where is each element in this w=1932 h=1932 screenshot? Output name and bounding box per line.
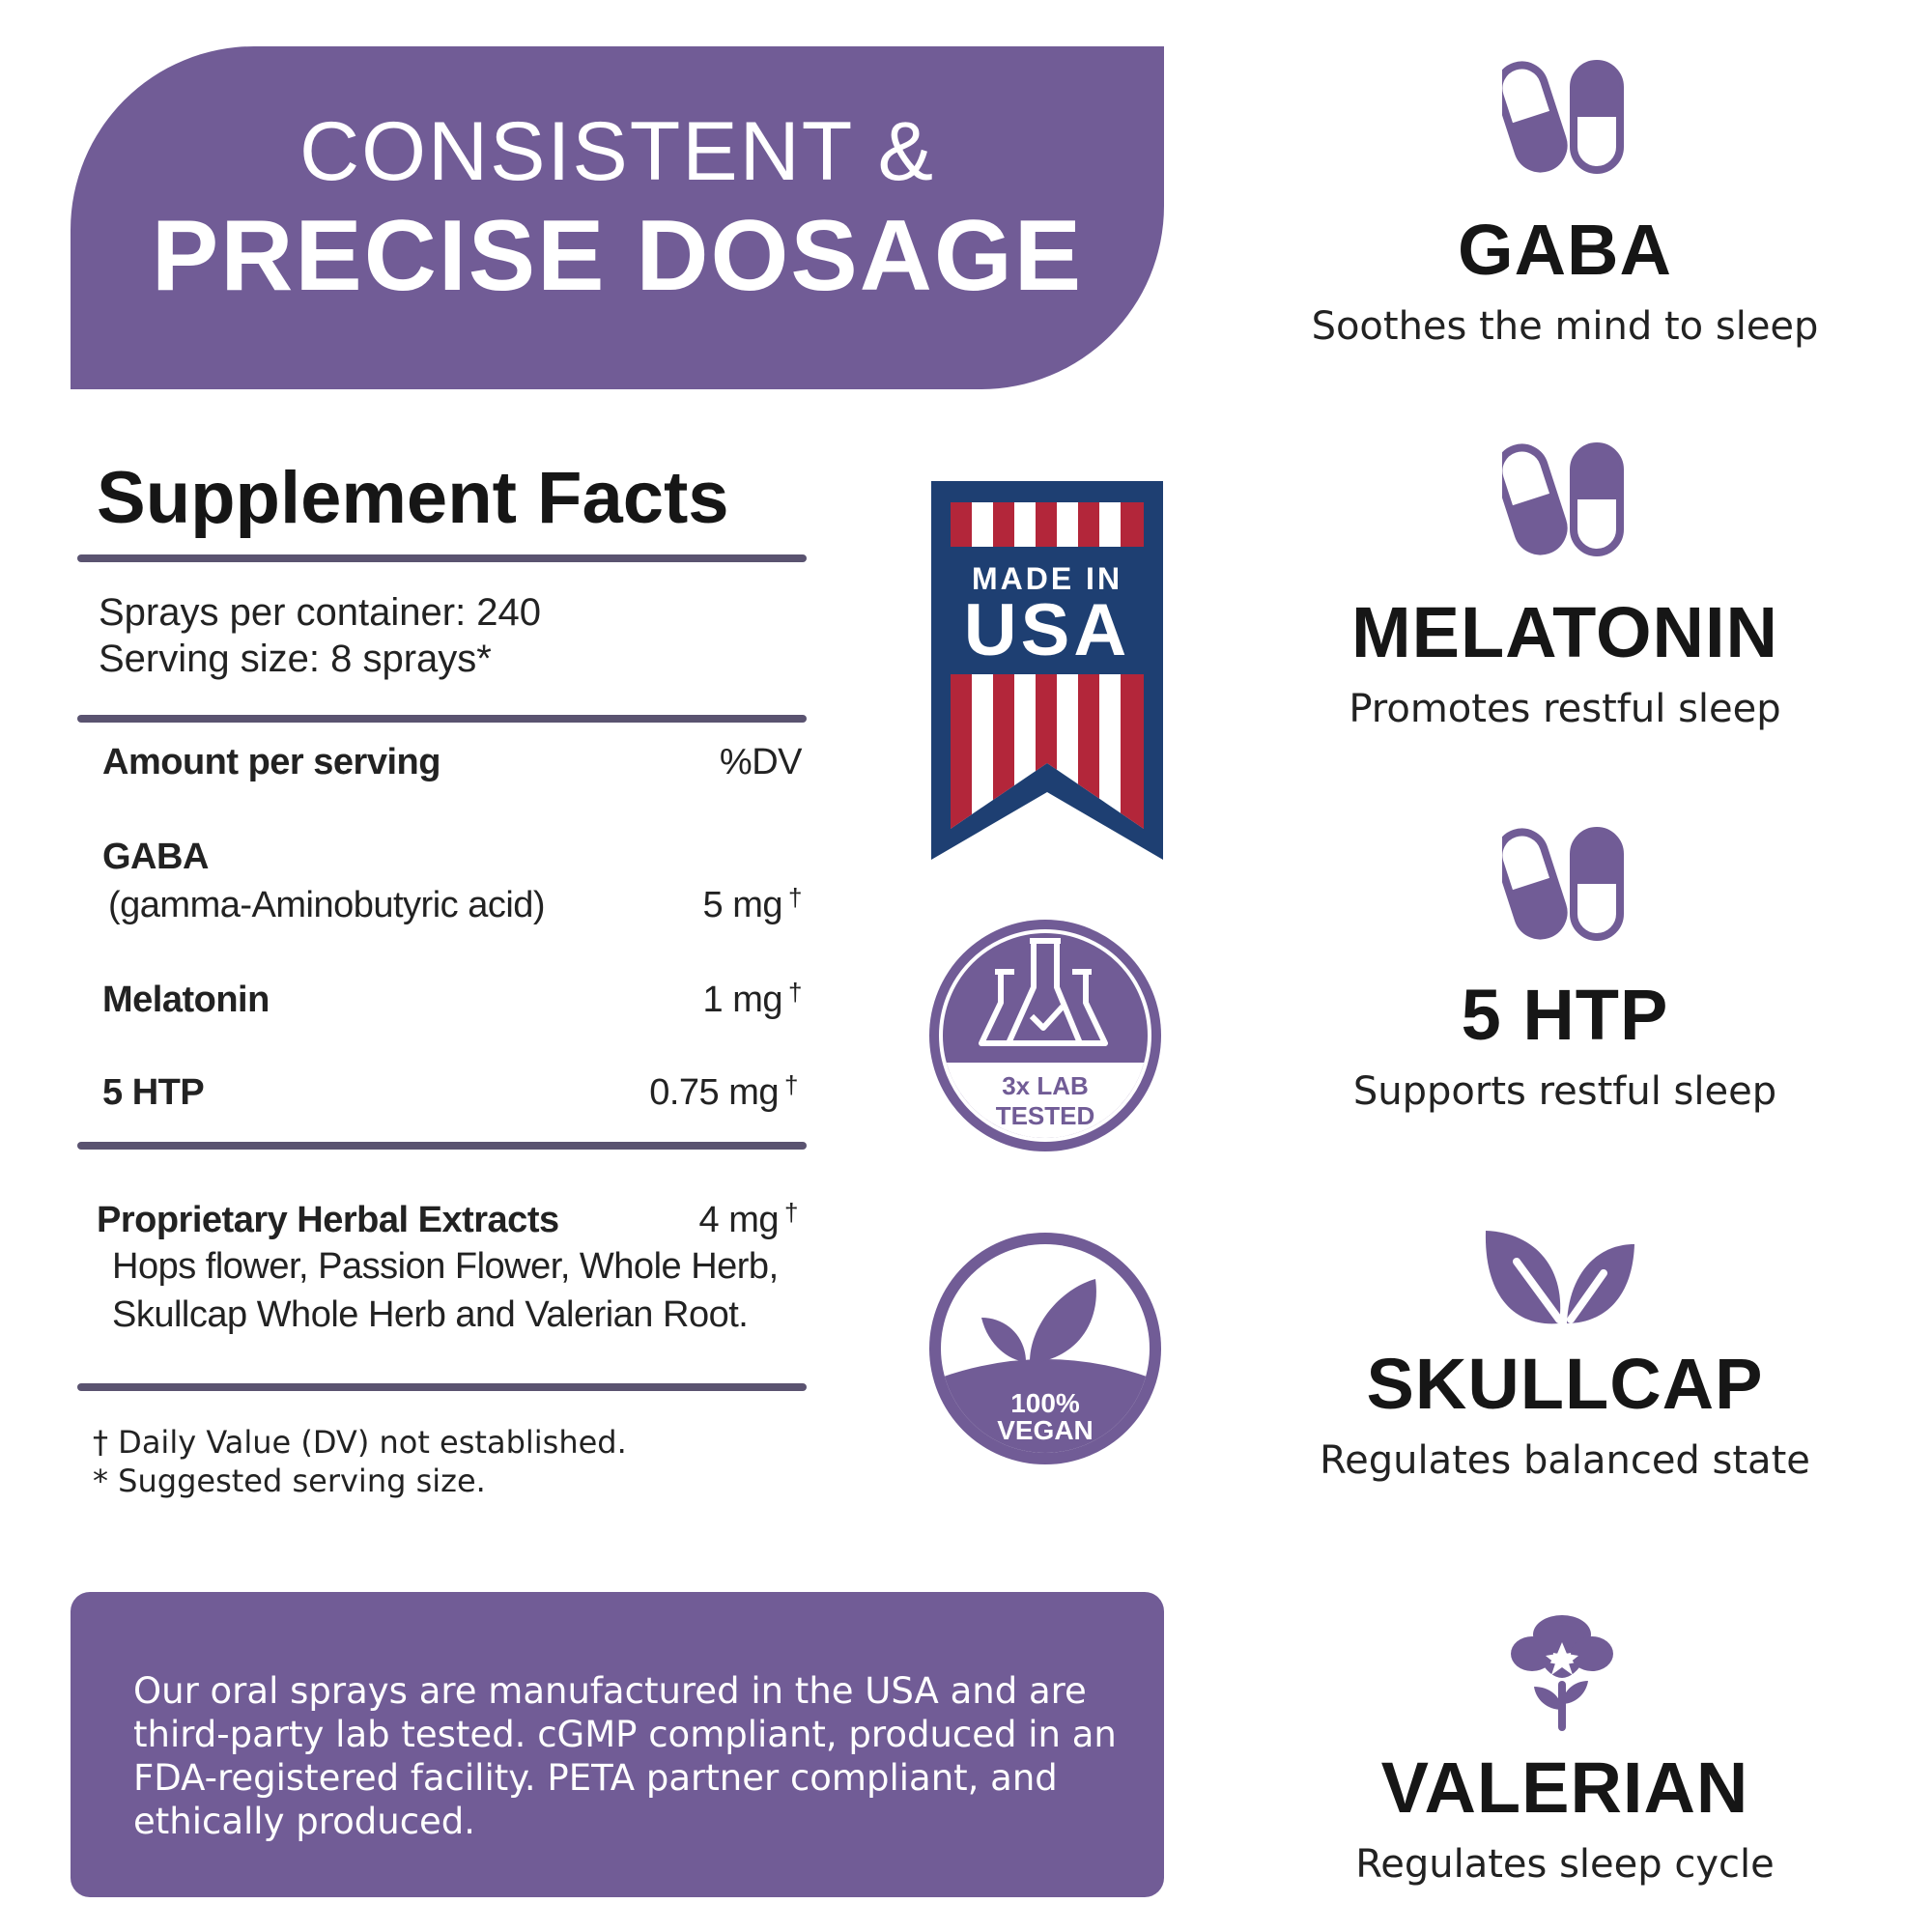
amount-value: 1 mg xyxy=(702,980,783,1020)
leaf-icon xyxy=(981,1279,1096,1362)
ingredient-name: MELATONIN xyxy=(1350,592,1778,672)
fact-row-gaba-amount: 5 mg † xyxy=(599,883,803,926)
flask-icon xyxy=(979,938,1108,1046)
sprays-per-container: Sprays per container: 240 xyxy=(99,591,542,634)
fact-row-melatonin-name: Melatonin xyxy=(102,980,270,1020)
fact-row-melatonin-amount: 1 mg † xyxy=(599,978,803,1021)
capsule-icon xyxy=(1502,60,1624,174)
dv-header: %DV xyxy=(719,742,803,782)
facts-divider xyxy=(77,1383,807,1391)
supplement-facts-title: Supplement Facts xyxy=(97,457,729,539)
ingredient-desc: Promotes restful sleep xyxy=(1349,687,1781,731)
ingredient-desc: Regulates balanced state xyxy=(1320,1438,1810,1483)
vegan-badge-line-1: 100% xyxy=(1010,1388,1080,1418)
ingredient-desc: Soothes the mind to sleep xyxy=(1311,304,1819,349)
dagger-mark: † xyxy=(788,883,802,912)
fact-row-gaba-sub: (gamma-Aminobutyric acid) xyxy=(108,885,546,925)
ingredient-skullcap: SKULLCAP Regulates balanced state xyxy=(1275,1343,1855,1483)
fact-row-gaba-name: GABA xyxy=(102,837,209,877)
dagger-mark: † xyxy=(788,978,802,1007)
ingredient-valerian: VALERIAN Regulates sleep cycle xyxy=(1275,1747,1855,1887)
ingredient-melatonin: MELATONIN Promotes restful sleep xyxy=(1275,591,1855,731)
ingredient-name: GABA xyxy=(1458,210,1672,290)
lab-badge-line-1: 3x LAB xyxy=(1002,1071,1089,1100)
usa-badge-line-2: USA xyxy=(964,589,1130,671)
made-in-usa-badge: MADE IN USA xyxy=(931,481,1163,860)
vegan-badge-line-2: VEGAN xyxy=(997,1415,1094,1445)
serving-size: Serving size: 8 sprays* xyxy=(99,638,492,680)
footnote-dv: † Daily Value (DV) not established. xyxy=(93,1424,627,1461)
capsule-icon xyxy=(1502,442,1624,556)
lab-badge-line-2: TESTED xyxy=(996,1101,1095,1130)
ingredient-name: VALERIAN xyxy=(1380,1747,1749,1828)
facts-divider xyxy=(77,715,807,723)
fact-row-5htp-name: 5 HTP xyxy=(102,1072,205,1113)
footnote-serving: * Suggested serving size. xyxy=(93,1463,486,1499)
proprietary-line-2: Skullcap Whole Herb and Valerian Root. xyxy=(112,1294,749,1335)
ingredient-5htp: 5 HTP Supports restful sleep xyxy=(1275,974,1855,1114)
capsule-icon xyxy=(1502,827,1624,941)
header-banner: CONSISTENT & PRECISE DOSAGE xyxy=(71,46,1164,389)
facts-divider xyxy=(77,1142,807,1150)
amount-per-serving-header: Amount per serving xyxy=(102,742,440,782)
facts-divider xyxy=(77,554,807,562)
proprietary-line-1: Hops flower, Passion Flower, Whole Herb, xyxy=(112,1246,779,1287)
fact-row-5htp-amount: 0.75 mg † xyxy=(580,1070,798,1114)
proprietary-name: Proprietary Herbal Extracts xyxy=(97,1200,559,1240)
ingredient-gaba: GABA Soothes the mind to sleep xyxy=(1275,209,1855,349)
vegan-badge: 100% VEGAN xyxy=(929,1233,1161,1464)
ingredient-name: SKULLCAP xyxy=(1366,1344,1764,1424)
manufacturing-info-text: Our oral sprays are manufactured in the … xyxy=(133,1670,1117,1842)
leaf-icon xyxy=(1485,1231,1634,1324)
dagger-mark: † xyxy=(784,1198,798,1227)
lab-tested-badge: 3x LAB TESTED xyxy=(929,920,1161,1151)
header-line-1: CONSISTENT & xyxy=(299,105,935,198)
amount-value: 4 mg xyxy=(698,1200,780,1240)
ingredient-desc: Regulates sleep cycle xyxy=(1355,1842,1775,1887)
amount-value: 5 mg xyxy=(702,885,783,925)
amount-value: 0.75 mg xyxy=(649,1072,780,1113)
flower-icon xyxy=(1511,1615,1613,1731)
ingredient-desc: Supports restful sleep xyxy=(1352,1069,1777,1114)
manufacturing-info-box: Our oral sprays are manufactured in the … xyxy=(71,1592,1164,1897)
dagger-mark: † xyxy=(784,1070,798,1099)
ingredient-name: 5 HTP xyxy=(1461,975,1669,1055)
proprietary-amount: 4 mg † xyxy=(599,1198,799,1241)
header-line-2: PRECISE DOSAGE xyxy=(151,200,1084,312)
usa-badge-line-1: MADE IN xyxy=(972,561,1122,596)
